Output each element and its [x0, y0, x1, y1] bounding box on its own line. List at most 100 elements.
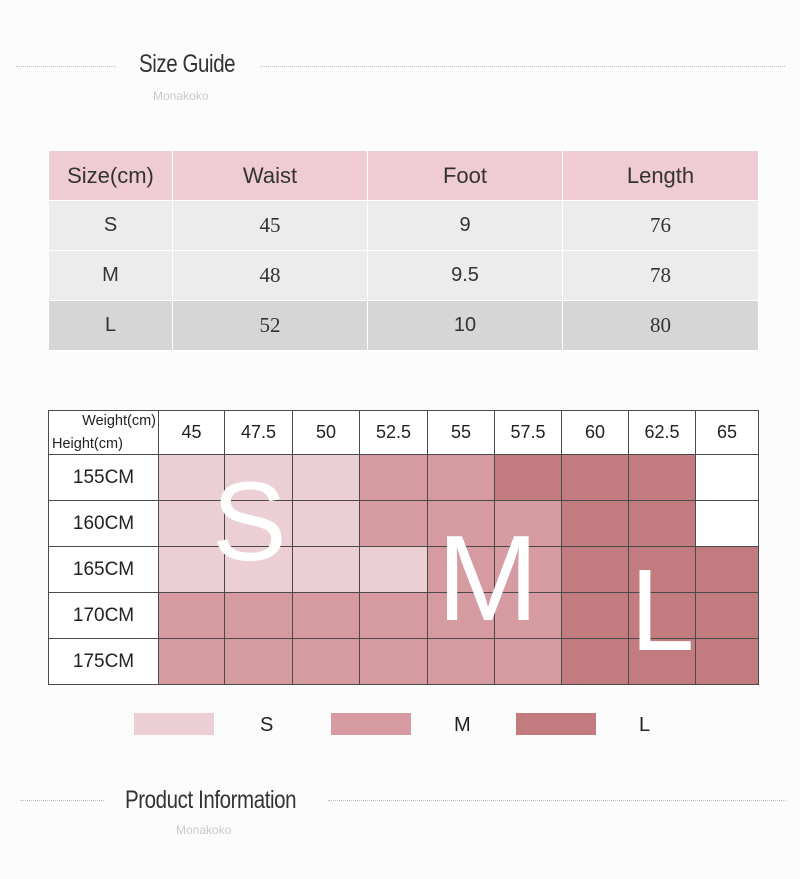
- weight-axis-label: Weight(cm): [82, 413, 156, 429]
- size-grid-cell: [158, 592, 225, 639]
- size-table-header: Waist: [172, 150, 368, 201]
- size-grid-cell: [695, 546, 759, 593]
- height-row: 160CM: [48, 500, 759, 547]
- size-grid-cell: [224, 546, 293, 593]
- size-grid-cell: [359, 454, 428, 501]
- size-guide-subtitle: Monakoko: [153, 89, 209, 103]
- size-grid-cell: [628, 454, 696, 501]
- weight-header: 45: [158, 410, 225, 455]
- height-label: 170CM: [48, 592, 159, 639]
- size-grid-cell: [292, 592, 360, 639]
- size-grid-cell: [359, 546, 428, 593]
- weight-header: 55: [427, 410, 495, 455]
- foot-cell: 10: [367, 300, 563, 351]
- legend-label-m: M: [454, 714, 471, 736]
- size-grid-cell: [494, 638, 562, 685]
- size-grid-cell: [224, 500, 293, 547]
- size-grid-cell: [494, 546, 562, 593]
- size-grid-cell: [561, 546, 629, 593]
- divider-right: [260, 66, 785, 67]
- legend-label-s: S: [260, 714, 274, 736]
- size-grid-cell: [561, 454, 629, 501]
- size-grid-cell: [427, 592, 495, 639]
- height-label: 160CM: [48, 500, 159, 547]
- length-cell: 76: [562, 200, 759, 251]
- size-table-header: Length: [562, 150, 759, 201]
- size-table-header: Size(cm): [48, 150, 173, 201]
- height-row: 155CM: [48, 454, 759, 501]
- size-grid-cell: [292, 500, 360, 547]
- size-grid-cell: [695, 592, 759, 639]
- height-axis-label: Height(cm): [52, 436, 123, 452]
- weight-header: 52.5: [359, 410, 428, 455]
- size-table-header: Foot: [367, 150, 563, 201]
- length-cell: 80: [562, 300, 759, 351]
- height-label: 155CM: [48, 454, 159, 501]
- size-grid-cell: [695, 500, 759, 547]
- weight-header: 62.5: [628, 410, 696, 455]
- size-grid-cell: [359, 638, 428, 685]
- height-row: 170CM: [48, 592, 759, 639]
- table-row: M 48 9.5 78: [48, 250, 759, 301]
- divider-left: [20, 800, 104, 801]
- product-info-subtitle: Monakoko: [176, 823, 232, 837]
- divider-left: [16, 66, 116, 67]
- length-cell: 78: [562, 250, 759, 301]
- size-grid-cell: [427, 454, 495, 501]
- product-info-title: Product Information: [125, 786, 297, 814]
- divider-right: [328, 800, 786, 801]
- legend-swatch-l: [516, 713, 596, 735]
- size-grid-cell: [224, 454, 293, 501]
- height-label: 175CM: [48, 638, 159, 685]
- size-grid-cell: [628, 638, 696, 685]
- size-grid-cell: [628, 546, 696, 593]
- size-grid-cell: [561, 592, 629, 639]
- size-grid-cell: [427, 638, 495, 685]
- size-grid-cell: [561, 500, 629, 547]
- table-row: L 52 10 80: [48, 300, 759, 351]
- foot-cell: 9.5: [367, 250, 563, 301]
- size-grid-cell: [695, 638, 759, 685]
- size-grid-cell: [427, 500, 495, 547]
- waist-cell: 45: [172, 200, 368, 251]
- size-grid-cell: [224, 638, 293, 685]
- waist-cell: 52: [172, 300, 368, 351]
- size-grid-cell: [494, 454, 562, 501]
- height-weight-chart: Weight(cm) Height(cm) 45 47.5 50 52.5 55…: [48, 410, 759, 685]
- table-row: S 45 9 76: [48, 200, 759, 251]
- weight-header: 57.5: [494, 410, 562, 455]
- size-grid-cell: [359, 500, 428, 547]
- size-grid-cell: [359, 592, 428, 639]
- legend-swatch-s: [134, 713, 214, 735]
- weight-header: 50: [292, 410, 360, 455]
- size-grid-cell: [158, 454, 225, 501]
- size-grid-cell: [628, 500, 696, 547]
- chart-corner-cell: Weight(cm) Height(cm): [48, 410, 159, 455]
- size-grid-cell: [695, 454, 759, 501]
- size-grid-cell: [224, 592, 293, 639]
- height-row: 165CM: [48, 546, 759, 593]
- height-label: 165CM: [48, 546, 159, 593]
- weight-header: 47.5: [224, 410, 293, 455]
- size-grid-cell: [494, 500, 562, 547]
- size-grid-cell: [158, 638, 225, 685]
- foot-cell: 9: [367, 200, 563, 251]
- size-guide-title: Size Guide: [139, 50, 236, 78]
- size-grid-cell: [561, 638, 629, 685]
- legend-label-l: L: [639, 714, 651, 736]
- size-cell: M: [48, 250, 173, 301]
- size-table: Size(cm) Waist Foot Length S 45 9 76 M 4…: [48, 150, 759, 351]
- size-grid-cell: [292, 454, 360, 501]
- size-grid-cell: [427, 546, 495, 593]
- size-grid-cell: [494, 592, 562, 639]
- weight-header-row: Weight(cm) Height(cm) 45 47.5 50 52.5 55…: [48, 410, 759, 455]
- size-table-header-row: Size(cm) Waist Foot Length: [48, 150, 759, 201]
- size-grid-cell: [158, 500, 225, 547]
- size-cell: L: [48, 300, 173, 351]
- size-grid-cell: [158, 546, 225, 593]
- height-row: 175CM: [48, 638, 759, 685]
- size-grid-cell: [628, 592, 696, 639]
- size-cell: S: [48, 200, 173, 251]
- weight-header: 60: [561, 410, 629, 455]
- size-grid-cell: [292, 546, 360, 593]
